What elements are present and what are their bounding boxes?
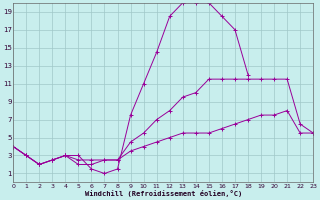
- X-axis label: Windchill (Refroidissement éolien,°C): Windchill (Refroidissement éolien,°C): [84, 190, 242, 197]
